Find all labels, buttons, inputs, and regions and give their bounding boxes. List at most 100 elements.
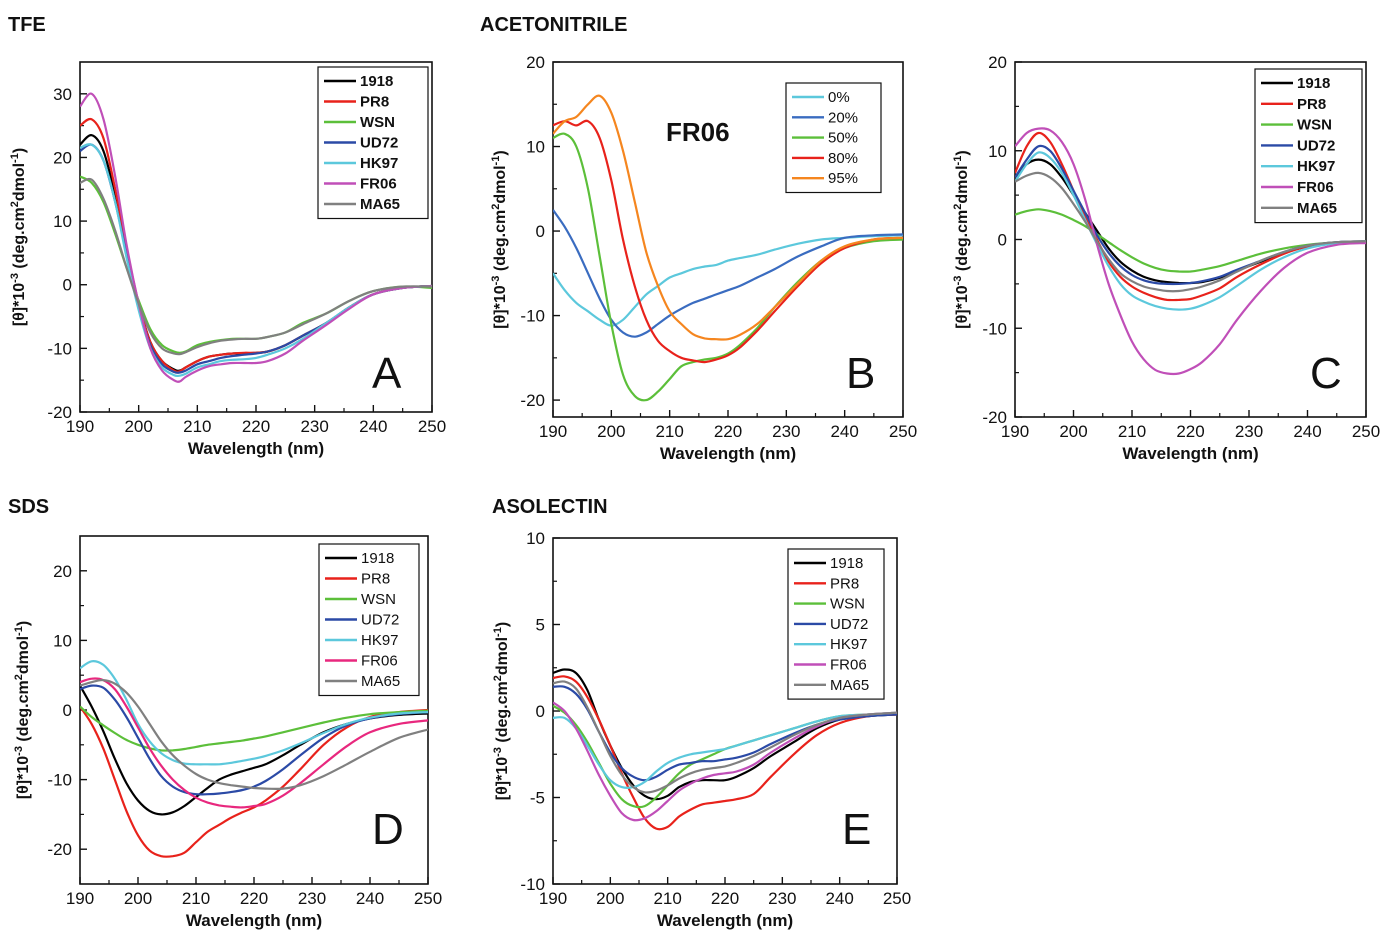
- legend-label: MA65: [1297, 200, 1337, 217]
- y-axis-label: [θ]*10-3 (deg.cm2dmol-1): [13, 621, 32, 799]
- y-axis-label-part: 2: [492, 675, 504, 681]
- y-axis-label: [θ]*10-3 (deg.cm2dmol-1): [952, 150, 971, 328]
- y-axis-label-part: ): [492, 150, 509, 155]
- series-line-hk97: [80, 143, 432, 378]
- y-axis-label-part: dmol: [494, 637, 511, 675]
- series-line-95pct: [553, 94, 903, 341]
- panel-letter: C: [1310, 349, 1342, 398]
- x-tick-label: 190: [539, 422, 567, 441]
- y-axis-label-part: ): [15, 621, 32, 626]
- legend-label: UD72: [361, 612, 399, 629]
- x-axis-label: Wavelength (nm): [186, 911, 322, 930]
- series-line-20pct: [553, 209, 903, 338]
- y-axis-label-part: dmol: [492, 165, 509, 203]
- x-tick-label: 240: [825, 889, 853, 908]
- y-tick-label: 10: [53, 631, 72, 650]
- y-axis-label-part: dmol: [954, 165, 971, 203]
- x-tick-label: 240: [359, 417, 387, 436]
- legend-box: [317, 66, 429, 220]
- y-axis-label: [θ]*10-3 (deg.cm2dmol-1): [9, 148, 28, 326]
- section-title-asolectin: ASOLECTIN: [492, 496, 608, 518]
- y-axis-label-part: 2: [13, 674, 25, 680]
- y-axis-label-part: -1: [952, 156, 964, 166]
- x-tick-label: 230: [768, 889, 796, 908]
- x-tick-label: 230: [1235, 422, 1263, 441]
- panel-letter: D: [372, 805, 404, 854]
- y-axis-label-part: -3: [490, 276, 502, 286]
- series-line-pr8: [80, 705, 428, 858]
- legend-label: 1918: [1297, 75, 1330, 92]
- series-line-ma65: [1015, 171, 1366, 293]
- series-line-0pct: [553, 234, 903, 327]
- x-axis-label: Wavelength (nm): [1122, 444, 1258, 463]
- series-line-ud72: [80, 684, 428, 796]
- y-tick-label: 20: [53, 148, 72, 167]
- y-tick-label: -10: [520, 307, 545, 326]
- x-tick-label: 220: [714, 422, 742, 441]
- legend-label: MA65: [361, 673, 400, 690]
- legend-label: WSN: [1297, 117, 1332, 134]
- y-axis-label-part: [θ]*10: [954, 285, 971, 328]
- x-tick-label: 230: [772, 422, 800, 441]
- y-axis-label-part: 2: [490, 204, 502, 210]
- series-line-pr8: [553, 675, 897, 831]
- x-tick-label: 200: [597, 422, 625, 441]
- y-axis-label-part: -3: [492, 747, 504, 757]
- y-axis-label-part: [θ]*10: [492, 285, 509, 328]
- y-tick-label: -20: [982, 408, 1007, 427]
- x-tick-label: 240: [356, 889, 384, 908]
- x-axis-label: Wavelength (nm): [657, 911, 793, 930]
- series-line-ma65: [80, 177, 432, 356]
- y-tick-label: 0: [998, 231, 1007, 250]
- legend-label: UD72: [360, 135, 398, 152]
- x-tick-label: 190: [66, 889, 94, 908]
- series-line-hk97: [553, 711, 897, 789]
- y-axis-label-part: [θ]*10: [11, 283, 28, 326]
- x-tick-label: 190: [1001, 422, 1029, 441]
- legend-label: 95%: [828, 170, 858, 187]
- x-tick-label: 250: [418, 417, 446, 436]
- y-axis-label-part: ): [954, 150, 971, 155]
- legend-label: MA65: [360, 196, 400, 213]
- y-tick-label: 10: [526, 138, 545, 157]
- chart-panel-d: 190 200 210 220 230 240 250 -20 -10 0 10 20 Waveleng…: [13, 535, 442, 930]
- legend-label: WSN: [830, 596, 865, 613]
- y-tick-label: 20: [53, 562, 72, 581]
- y-tick-label: 0: [536, 222, 545, 241]
- legend-label: WSN: [360, 114, 395, 131]
- x-tick-label: 230: [298, 889, 326, 908]
- legend-label: WSN: [361, 591, 396, 608]
- x-tick-label: 210: [653, 889, 681, 908]
- y-tick-label: 10: [53, 212, 72, 231]
- series-line-fr06: [553, 701, 897, 822]
- series-line-wsn: [1015, 208, 1366, 273]
- series-line-pr8: [1015, 131, 1366, 302]
- y-tick-label: 20: [988, 53, 1007, 72]
- x-axis-label: Wavelength (nm): [188, 439, 324, 458]
- chart-panel-e: 190 200 210 220 230 240 250 -10 -5 0 5 10 Wavelength…: [492, 529, 911, 930]
- x-tick-label: 210: [182, 889, 210, 908]
- legend-label: FR06: [1297, 179, 1334, 196]
- legend-label: PR8: [1297, 96, 1326, 113]
- legend-label: 1918: [830, 555, 863, 572]
- y-axis-label-part: (deg.cm: [494, 681, 511, 747]
- y-tick-label: -5: [530, 789, 545, 808]
- y-axis-label-part: -3: [13, 746, 25, 756]
- y-axis-label-part: -1: [9, 153, 21, 163]
- y-tick-label: 0: [63, 701, 72, 720]
- x-tick-label: 210: [1118, 422, 1146, 441]
- y-axis-label-part: (deg.cm: [954, 210, 971, 276]
- series-line-wsn: [80, 705, 428, 752]
- legend-label: PR8: [830, 575, 859, 592]
- legend-label: 20%: [828, 109, 858, 126]
- y-tick-label: 0: [536, 702, 545, 721]
- y-tick-label: -20: [47, 840, 72, 859]
- series-line-fr06: [1015, 127, 1366, 376]
- legend-label: 50%: [828, 130, 858, 147]
- x-tick-label: 250: [883, 889, 911, 908]
- series-line-fr06: [80, 92, 432, 383]
- panel-letter: B: [846, 349, 875, 398]
- legend-label: UD72: [830, 616, 868, 633]
- y-tick-label: 10: [526, 529, 545, 548]
